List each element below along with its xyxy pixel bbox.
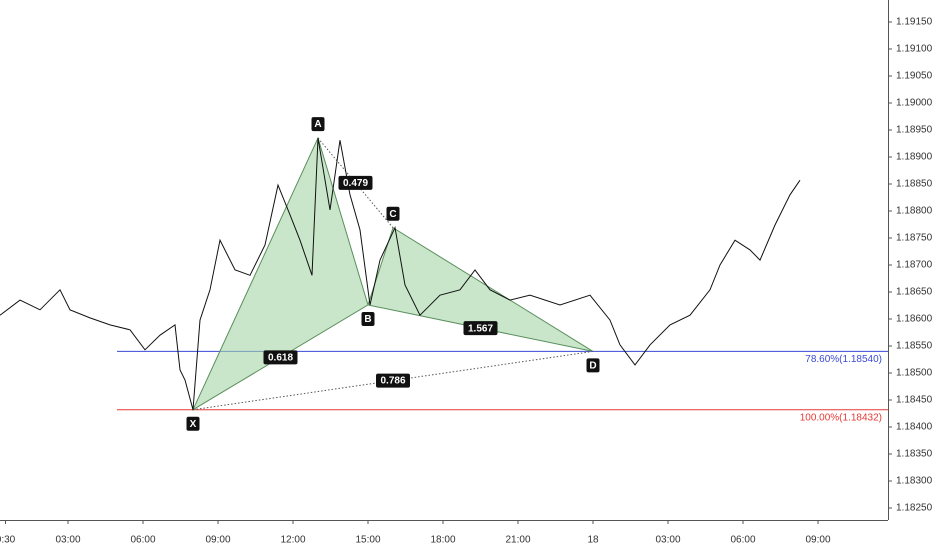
y-tick-label: 1.18700	[896, 260, 932, 271]
point-label: D	[589, 361, 596, 372]
y-tick-label: 1.18950	[896, 125, 932, 136]
y-tick-label: 1.18900	[896, 152, 932, 163]
ratio-box	[463, 321, 498, 336]
x-tick-label: 03:00	[55, 535, 80, 546]
level-label: 78.60%(1.18540)	[805, 354, 882, 365]
point-label: X	[190, 419, 197, 430]
ratio-label: 0.479	[343, 178, 368, 189]
point-box	[586, 358, 600, 373]
level-label: 100.00%(1.18432)	[800, 412, 882, 423]
y-tick-label: 1.18650	[896, 287, 932, 298]
pattern-dotted	[192, 350, 594, 411]
y-tick-label: 1.18800	[896, 206, 932, 217]
y-tick-label: 1.19050	[896, 71, 932, 82]
x-tick-label: 09:00	[805, 535, 830, 546]
y-tick-label: 1.19150	[896, 17, 932, 28]
x-tick-label: 06:00	[130, 535, 155, 546]
y-tick-label: 1.18350	[896, 449, 932, 460]
ratio-label: 0.786	[380, 376, 405, 387]
point-box	[361, 311, 375, 326]
x-tick-label: 12:00	[280, 535, 305, 546]
y-tick-label: 1.18550	[896, 341, 932, 352]
ratio-label: 0.618	[268, 352, 293, 363]
point-label: B	[364, 314, 371, 325]
ratio-box	[263, 350, 298, 365]
y-tick-label: 1.19000	[896, 98, 932, 109]
point-box	[386, 206, 400, 221]
y-tick-label: 1.18300	[896, 476, 932, 487]
x-tick-label: 0:30	[0, 535, 16, 546]
ratio-box	[338, 175, 373, 190]
y-tick-label: 1.18500	[896, 368, 932, 379]
y-tick-label: 1.18750	[896, 233, 932, 244]
y-tick-label: 1.18250	[896, 503, 932, 514]
point-box	[186, 416, 200, 431]
x-tick-label: 09:00	[205, 535, 230, 546]
point-box	[311, 117, 325, 132]
ratio-label: 1.567	[468, 323, 493, 334]
y-tick-label: 1.18850	[896, 179, 932, 190]
x-tick-label: 18:00	[430, 535, 455, 546]
x-tick-label: 03:00	[655, 535, 680, 546]
y-tick-label: 1.18400	[896, 422, 932, 433]
y-tick-label: 1.18450	[896, 395, 932, 406]
x-tick-label: 18	[587, 535, 599, 546]
point-label: A	[314, 119, 321, 130]
x-tick-label: 21:00	[505, 535, 530, 546]
y-tick-label: 1.19100	[896, 44, 932, 55]
x-tick-label: 15:00	[355, 535, 380, 546]
x-tick-label: 06:00	[730, 535, 755, 546]
ratio-box	[376, 373, 410, 388]
point-label: C	[389, 209, 396, 220]
y-tick-label: 1.18600	[896, 314, 932, 325]
price-line	[0, 138, 801, 410]
